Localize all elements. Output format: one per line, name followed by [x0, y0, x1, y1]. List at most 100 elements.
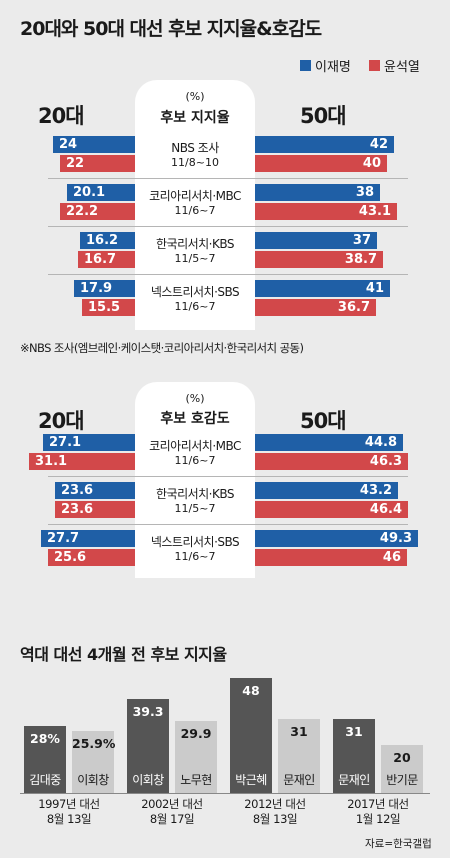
bar-value-20-lee: 27.7 [47, 531, 80, 546]
history-bar-value: 25.9% [72, 736, 116, 751]
history-bar: 48 박근혜 [230, 678, 272, 793]
bar-value-50-lee: 43.2 [359, 483, 392, 498]
election-label: 2002년 대선 8월 17일 [122, 797, 222, 827]
center-panel-fav: (%) 후보 호감도 [135, 382, 255, 578]
election-label: 1997년 대선 8월 13일 [19, 797, 119, 827]
election-name: 2017년 대선 [347, 797, 409, 811]
bar-20-lee: 20.1 [67, 184, 135, 201]
history-bar: 31 문재인 [278, 719, 320, 793]
history-bar-name: 박근혜 [235, 773, 267, 787]
bar-20-lee: 17.9 [74, 280, 135, 297]
poll-date: 11/5~7 [174, 502, 216, 515]
bar-20-yoon: 31.1 [29, 453, 135, 470]
row-divider [48, 178, 408, 179]
poll-name: 코리아리서치·MBC [149, 189, 241, 203]
poll-name: NBS 조사 [171, 141, 219, 155]
election-date: 8월 13일 [46, 812, 92, 826]
history-bar-value: 29.9 [180, 726, 212, 741]
bar-20-yoon: 25.6 [48, 549, 135, 566]
poll-date: 11/6~7 [174, 550, 216, 563]
history-bar: 25.9% 이회창 [72, 731, 116, 793]
row-divider [48, 226, 408, 227]
bar-value-50-yoon: 43.1 [358, 204, 391, 219]
poll-date: 11/6~7 [174, 204, 216, 217]
bar-value-20-lee: 20.1 [73, 185, 106, 200]
bar-20-lee: 27.7 [41, 530, 135, 547]
election-date: 1월 12일 [355, 812, 401, 826]
history-bar: 28% 김대중 [24, 726, 66, 793]
bar-50-lee: 44.8 [255, 434, 403, 451]
footnote: ※NBS 조사(엠브레인·케이스탯·코리아리서치·한국리서치 공동) [20, 341, 304, 355]
history-title: 역대 대선 4개월 전 후보 지지율 [20, 645, 227, 664]
bar-value-20-yoon: 31.1 [35, 454, 68, 469]
bar-value-50-yoon: 38.7 [344, 252, 377, 267]
election-name: 2002년 대선 [141, 797, 203, 811]
bar-50-yoon: 46 [255, 549, 407, 566]
bar-20-lee: 27.1 [43, 434, 135, 451]
bar-value-20-lee: 17.9 [80, 281, 113, 296]
history-bar-value: 20 [393, 750, 411, 765]
bar-value-20-yoon: 22 [66, 156, 85, 171]
age-label-20-fav: 20대 [38, 409, 85, 433]
bar-value-20-lee: 27.1 [49, 435, 82, 450]
bar-50-lee: 41 [255, 280, 390, 297]
legend-label-yoon: 윤석열 [384, 60, 420, 75]
history-bar-value: 48 [242, 683, 260, 698]
history-bar-value: 39.3 [132, 704, 164, 719]
election-date: 8월 17일 [149, 812, 195, 826]
bar-50-yoon: 36.7 [255, 299, 376, 316]
panel-heading-fav: 후보 호감도 [160, 411, 230, 427]
bar-value-20-lee: 24 [59, 137, 78, 152]
bar-20-lee: 24 [53, 136, 135, 153]
bar-value-50-lee: 38 [355, 185, 374, 200]
bar-50-lee: 38 [255, 184, 380, 201]
history-bar-name: 이회창 [132, 773, 164, 787]
history-bar-name: 문재인 [283, 773, 315, 787]
bar-20-lee: 23.6 [55, 482, 135, 499]
main-title: 20대와 50대 대선 후보 지지율&호감도 [20, 18, 322, 40]
row-divider [48, 274, 408, 275]
unit-label: (%) [185, 90, 205, 103]
bar-value-50-yoon: 40 [362, 156, 381, 171]
poll-date: 11/5~7 [174, 252, 216, 265]
age-label-50-fav: 50대 [300, 409, 347, 433]
election-name: 2012년 대선 [244, 797, 306, 811]
bar-value-50-yoon: 46 [382, 550, 401, 565]
bar-50-lee: 49.3 [255, 530, 418, 547]
legend-item-yoon: 윤석열 [369, 56, 420, 75]
bar-50-lee: 42 [255, 136, 394, 153]
bar-value-50-lee: 42 [369, 137, 388, 152]
bar-20-yoon: 16.7 [78, 251, 135, 268]
bar-value-20-lee: 23.6 [61, 483, 94, 498]
unit-label: (%) [185, 392, 205, 405]
legend-label-lee: 이재명 [315, 60, 351, 75]
bar-value-20-yoon: 16.7 [84, 252, 117, 267]
poll-name: 코리아리서치·MBC [149, 439, 241, 453]
history-baseline [20, 793, 430, 794]
bar-value-20-yoon: 22.2 [66, 204, 99, 219]
history-bar-value: 28% [30, 731, 60, 746]
election-label: 2017년 대선 1월 12일 [328, 797, 428, 827]
history-bar-name: 문재인 [338, 773, 370, 787]
legend-swatch-yoon [369, 60, 380, 71]
poll-name: 한국리서치·KBS [155, 487, 235, 501]
history-bar-value: 31 [290, 724, 308, 739]
poll-name: 넥스트리서치·SBS [150, 535, 240, 549]
bar-value-50-lee: 41 [365, 281, 384, 296]
bar-value-50-lee: 44.8 [364, 435, 397, 450]
bar-20-yoon: 15.5 [82, 299, 135, 316]
bar-50-lee: 43.2 [255, 482, 398, 499]
age-label-50-support: 50대 [300, 104, 347, 128]
poll-name: 넥스트리서치·SBS [150, 285, 240, 299]
poll-date: 11/6~7 [174, 300, 216, 313]
legend-item-lee: 이재명 [300, 56, 351, 75]
bar-value-50-yoon: 46.4 [369, 502, 402, 517]
bar-50-yoon: 38.7 [255, 251, 383, 268]
history-bar-name: 노무현 [180, 773, 212, 787]
bar-value-20-yoon: 15.5 [88, 300, 121, 315]
bar-50-yoon: 40 [255, 155, 387, 172]
bar-value-50-yoon: 36.7 [337, 300, 370, 315]
history-bar-name: 김대중 [29, 773, 61, 787]
bar-value-50-lee: 37 [352, 233, 371, 248]
